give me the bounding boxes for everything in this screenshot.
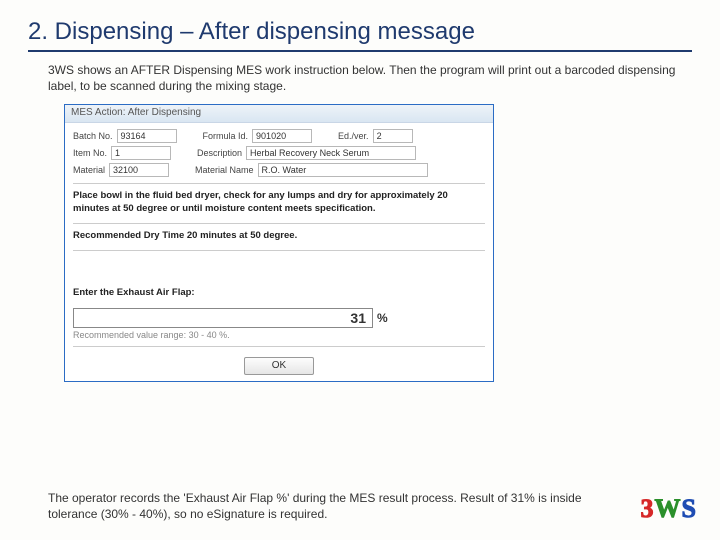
divider — [73, 223, 485, 224]
slide-title: 2. Dispensing – After dispensing message — [28, 18, 692, 52]
formula-id-label: Formula Id. — [203, 131, 249, 141]
slide-outro: The operator records the 'Exhaust Air Fl… — [48, 490, 588, 522]
exhaust-air-flap-input[interactable]: 31 — [73, 308, 373, 328]
edver-field: 2 — [373, 129, 413, 143]
logo-char-s: S — [682, 494, 696, 524]
batch-no-field: 93164 — [117, 129, 177, 143]
formula-id-field: 901020 — [252, 129, 312, 143]
input-prompt: Enter the Exhaust Air Flap: — [73, 287, 485, 299]
material-name-label: Material Name — [195, 165, 254, 175]
slide-intro: 3WS shows an AFTER Dispensing MES work i… — [48, 62, 684, 94]
divider — [73, 346, 485, 347]
ok-button[interactable]: OK — [244, 357, 314, 375]
item-no-field: 1 — [111, 146, 171, 160]
instruction-2: Recommended Dry Time 20 minutes at 50 de… — [73, 230, 485, 242]
item-no-label: Item No. — [73, 148, 107, 158]
material-name-field: R.O. Water — [258, 163, 428, 177]
window-titlebar: MES Action: After Dispensing — [65, 105, 493, 123]
logo-3ws: 3WS — [641, 494, 696, 524]
instruction-1: Place bowl in the fluid bed dryer, check… — [73, 190, 485, 215]
description-label: Description — [197, 148, 242, 158]
material-field: 32100 — [109, 163, 169, 177]
edver-label: Ed./ver. — [338, 131, 369, 141]
mes-window: MES Action: After Dispensing Batch No. 9… — [64, 104, 494, 381]
range-text: Recommended value range: 30 - 40 %. — [73, 330, 485, 340]
material-label: Material — [73, 165, 105, 175]
divider — [73, 250, 485, 251]
window-body: Batch No. 93164 Formula Id. 901020 Ed./v… — [65, 123, 493, 380]
logo-char-3: 3 — [641, 494, 654, 524]
description-field: Herbal Recovery Neck Serum — [246, 146, 416, 160]
divider — [73, 183, 485, 184]
input-unit: % — [377, 311, 388, 325]
batch-no-label: Batch No. — [73, 131, 113, 141]
logo-char-w: W — [655, 494, 681, 524]
